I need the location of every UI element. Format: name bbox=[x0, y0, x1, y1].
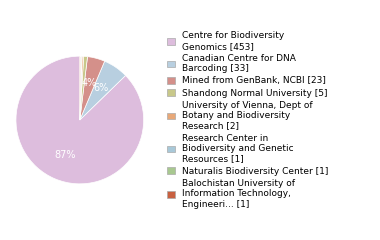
Text: 4%: 4% bbox=[82, 78, 97, 88]
Wedge shape bbox=[16, 56, 144, 184]
Wedge shape bbox=[80, 56, 82, 120]
Text: 87%: 87% bbox=[54, 150, 76, 160]
Wedge shape bbox=[80, 56, 87, 120]
Legend: Centre for Biodiversity
Genomics [453], Canadian Centre for DNA
Barcoding [33], : Centre for Biodiversity Genomics [453], … bbox=[167, 31, 328, 209]
Text: 6%: 6% bbox=[94, 83, 109, 93]
Wedge shape bbox=[80, 61, 125, 120]
Wedge shape bbox=[80, 56, 81, 120]
Wedge shape bbox=[80, 57, 104, 120]
Wedge shape bbox=[80, 56, 84, 120]
Wedge shape bbox=[80, 56, 81, 120]
